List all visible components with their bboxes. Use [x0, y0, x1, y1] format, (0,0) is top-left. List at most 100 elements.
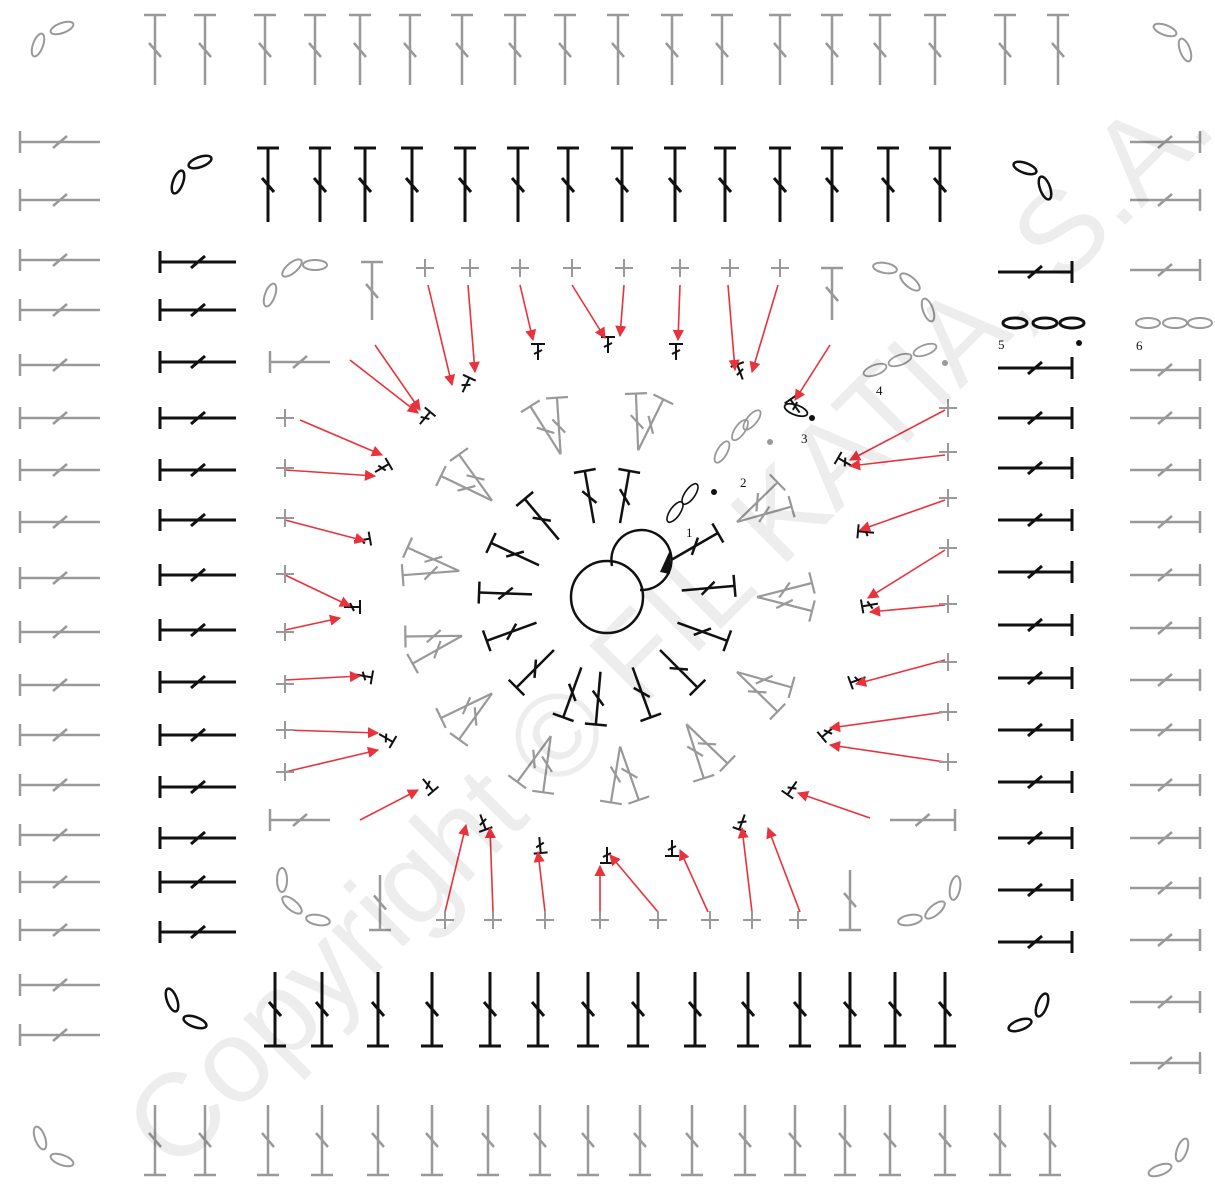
small-stitch-symbol	[344, 600, 361, 614]
round-2-double-crochet	[552, 667, 583, 723]
round-6-dc-left	[18, 621, 100, 643]
single-crochet-symbol	[701, 911, 719, 929]
round-3-v-leg	[507, 735, 552, 790]
chain-symbol	[783, 402, 809, 418]
round-6-dc-top	[924, 13, 946, 85]
round-6-dc-right	[1130, 131, 1202, 153]
round-6-dc-right	[1130, 774, 1202, 796]
round-6-dc-right	[1130, 719, 1202, 741]
round-5-dc-bottom	[839, 972, 861, 1048]
round-6-dc-top	[554, 13, 576, 85]
round-5-dc-bottom	[311, 972, 333, 1048]
round-3-v-leg	[599, 746, 622, 806]
red-arrow	[299, 419, 384, 457]
chain-symbol	[1031, 316, 1059, 330]
round-2-double-crochet	[481, 621, 537, 652]
chain-symbol	[30, 32, 46, 58]
chain-symbol	[912, 342, 938, 358]
round-3-v-leg	[402, 537, 460, 572]
round-6-dc-right	[1130, 929, 1202, 951]
red-arrow	[533, 850, 546, 913]
round-label-3: 3	[801, 431, 808, 446]
slip-stitch-dot	[809, 415, 815, 421]
red-arrow	[519, 284, 537, 342]
single-crochet-symbol	[276, 459, 294, 477]
round-5-dc-top	[769, 146, 791, 222]
chain-symbol	[1162, 317, 1188, 329]
round-5-dc-bottom	[684, 972, 706, 1048]
round-5-dc-right	[998, 719, 1074, 741]
single-crochet-symbol	[276, 675, 294, 693]
round-6-dc-bottom	[784, 1105, 806, 1177]
round-2-double-crochet	[659, 649, 707, 697]
chain-symbol	[276, 867, 288, 893]
round-3-v-leg	[736, 671, 787, 721]
round-label-5: 5	[998, 337, 1005, 352]
round-6-dc-bottom	[629, 1105, 651, 1177]
round-2-double-crochet	[573, 467, 598, 524]
round-5-dc-bottom	[934, 972, 956, 1048]
round-5-dc-top	[257, 146, 279, 222]
round-2-double-crochet	[631, 667, 662, 723]
round-6-dc-top	[1047, 13, 1069, 85]
single-crochet-symbol	[276, 565, 294, 583]
chain-symbol	[281, 895, 303, 915]
round-6-dc-top	[661, 13, 683, 85]
single-crochet-symbol	[939, 489, 957, 507]
round-4-corner-dc	[369, 875, 391, 932]
round-2-double-crochet	[677, 621, 733, 652]
chain-symbol	[1152, 22, 1178, 38]
round-6-dc-right	[1130, 511, 1202, 533]
round-6-dc-left	[18, 974, 100, 996]
round-6-dc-bottom	[367, 1105, 389, 1177]
round-6-dc-right	[1130, 617, 1202, 639]
round-5-dc-right	[998, 407, 1074, 429]
round-2-double-crochet	[485, 532, 540, 567]
chain-symbol	[731, 418, 749, 442]
round-5-dc-bottom	[367, 972, 389, 1048]
round-2-double-crochet	[671, 522, 725, 561]
round-6-dc-left	[18, 407, 100, 429]
round-5-dc-bottom	[737, 972, 759, 1048]
chain-symbol	[1007, 1017, 1033, 1033]
chain-symbol	[49, 20, 75, 36]
chain-symbol	[262, 282, 278, 308]
chain-symbol	[920, 297, 936, 323]
round-4-corner-dc	[268, 351, 330, 373]
red-arrow	[854, 659, 946, 687]
round-5-dc-top	[309, 146, 331, 222]
magic-ring	[569, 528, 673, 635]
round-5-dc-right	[998, 509, 1074, 531]
red-arrow	[571, 284, 606, 339]
round-5-dc-right	[998, 261, 1074, 283]
round-3-v-leg	[736, 473, 787, 523]
red-arrow	[284, 727, 380, 739]
round-4-single-crochets	[276, 259, 957, 929]
round-2-double-crochet	[681, 574, 737, 597]
round-5-dc-top	[877, 146, 899, 222]
round-5-dc-top	[821, 146, 843, 222]
red-arrow	[828, 740, 946, 763]
round-6-dc-top	[607, 13, 629, 85]
round-label-6: 6	[1136, 338, 1143, 353]
round-6-dc-top	[869, 13, 891, 85]
round-6-dc-top	[994, 13, 1016, 85]
red-arrow	[349, 359, 419, 414]
single-crochet-symbol	[771, 259, 789, 277]
round-2-double-crochet	[584, 671, 607, 727]
round-label-1: 1	[686, 525, 693, 540]
slip-stitch-dot	[767, 439, 773, 445]
round-3-v-leg	[520, 399, 562, 455]
round-6-dc-right	[1130, 669, 1202, 691]
chain-symbol	[1187, 317, 1213, 329]
red-arrow	[737, 826, 753, 913]
chain-symbol	[1135, 317, 1161, 329]
round-5-dc-right	[998, 357, 1074, 379]
chain-symbol	[281, 258, 303, 278]
round-6-dc-top	[304, 13, 326, 85]
round-5-dc-left	[158, 351, 236, 373]
small-stitch-symbol	[422, 778, 440, 797]
single-crochet-symbol	[511, 259, 529, 277]
round-3-v-leg	[545, 395, 569, 455]
